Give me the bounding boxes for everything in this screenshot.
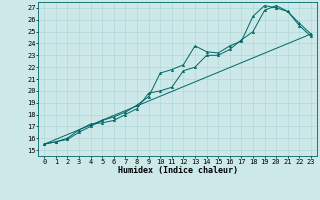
X-axis label: Humidex (Indice chaleur): Humidex (Indice chaleur) (118, 166, 238, 175)
